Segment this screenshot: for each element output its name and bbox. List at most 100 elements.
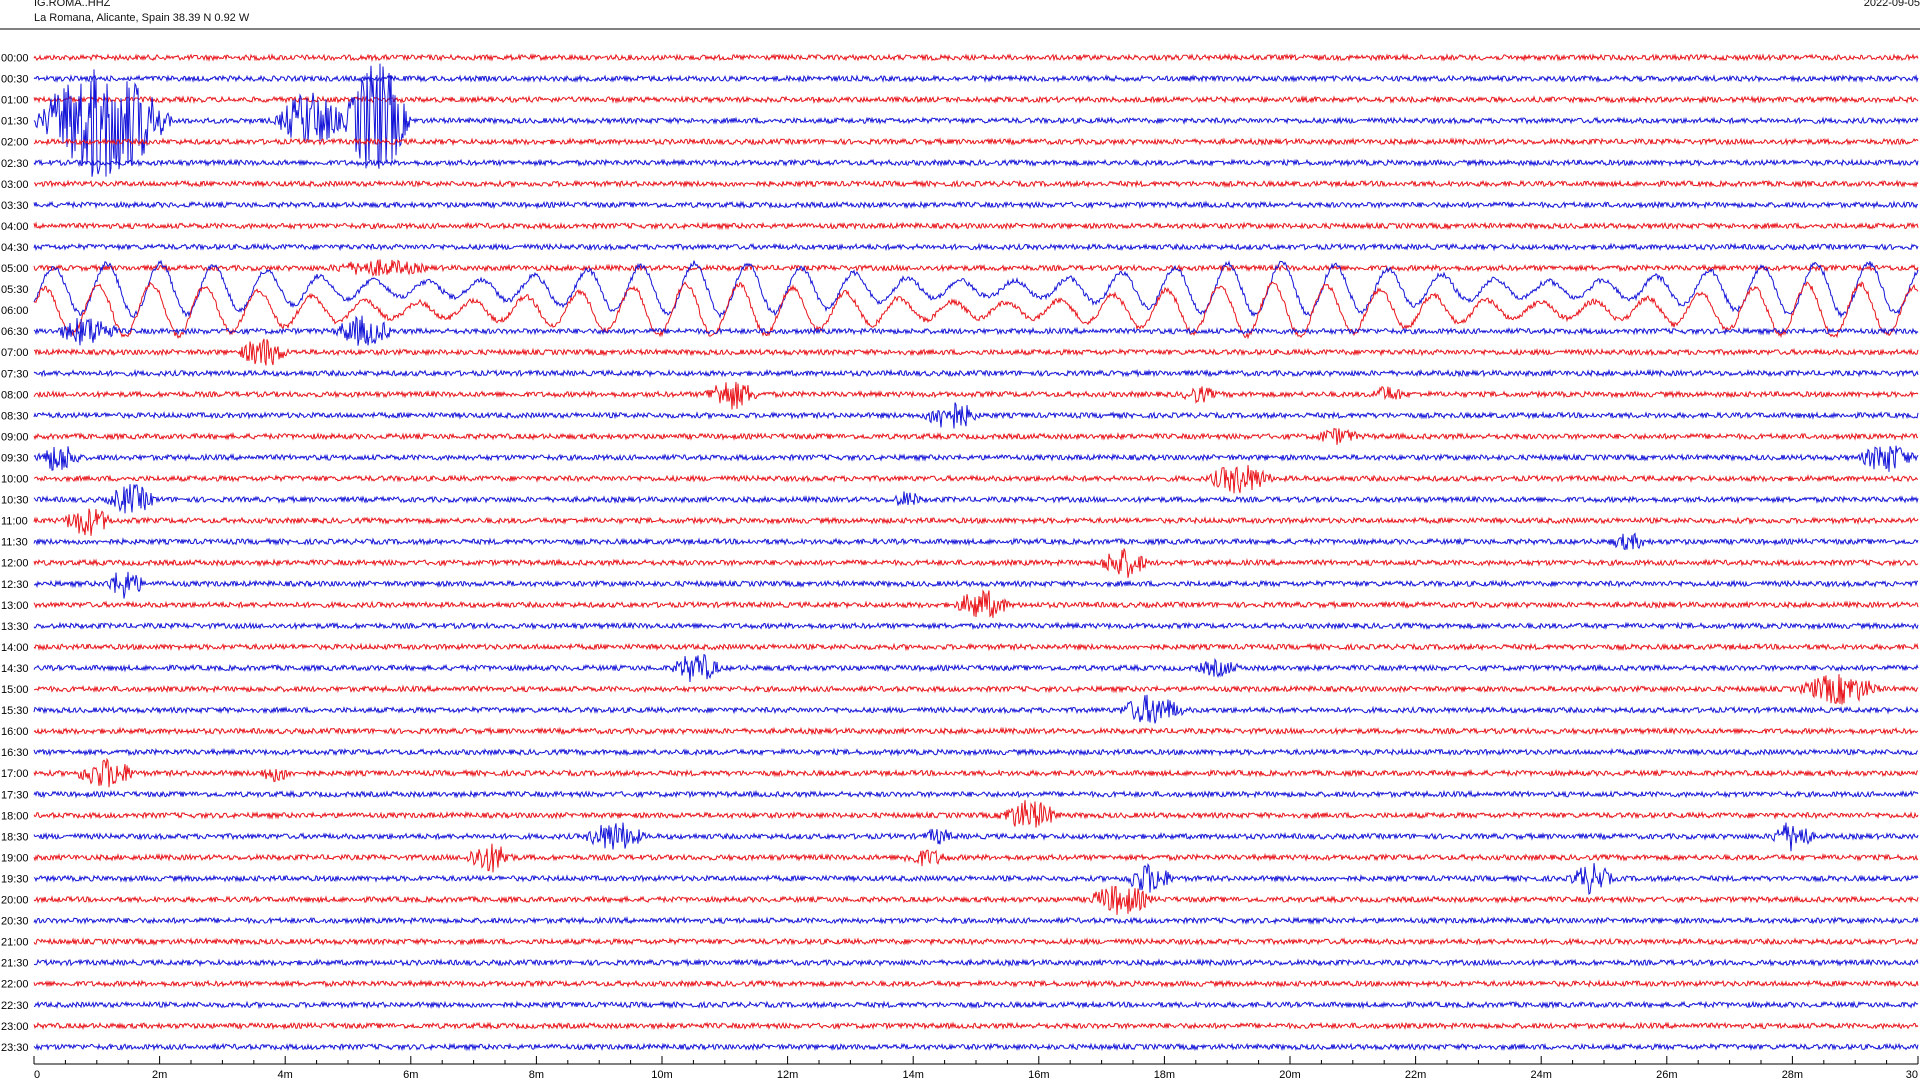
row-time-label: 17:00 — [1, 768, 29, 780]
trace-line — [33, 757, 1919, 788]
trace-line — [33, 747, 1919, 757]
chart-date: 2022-09-05 — [1863, 0, 1920, 9]
trace-line — [33, 315, 1919, 346]
trace-line — [33, 937, 1919, 947]
trace-line — [33, 979, 1919, 989]
trace-line — [33, 642, 1919, 652]
trace-line — [33, 338, 1919, 366]
row-time-label: 12:30 — [1, 579, 29, 591]
trace-line — [33, 843, 1919, 873]
trace-line — [33, 789, 1919, 799]
trace-rows: 00:00 00:30 01:00 01:30 02:00 02:30 03:00 03:30… — [1, 52, 1919, 1054]
row-time-label: 18:00 — [1, 810, 29, 822]
row-time-label: 19:30 — [1, 873, 29, 885]
trace-line — [33, 726, 1919, 736]
row-time-label: 20:30 — [1, 916, 29, 928]
trace-line — [33, 532, 1919, 551]
trace-line — [33, 179, 1919, 189]
row-time-label: 14:30 — [1, 663, 29, 675]
row-time-label: 02:00 — [1, 137, 29, 149]
trace-line — [33, 862, 1919, 895]
station-code: IG.ROMA..HHZ — [34, 0, 111, 9]
row-time-label: 00:00 — [1, 53, 29, 65]
trace-line — [33, 484, 1919, 514]
row-time-label: 11:30 — [1, 537, 28, 549]
row-time-label: 03:00 — [1, 179, 29, 191]
trace-line — [33, 259, 1919, 277]
trace-line — [33, 158, 1919, 168]
row-time-label: 06:00 — [1, 305, 29, 317]
row-time-label: 09:30 — [1, 452, 29, 464]
row-time-label: 10:30 — [1, 495, 29, 507]
trace-line — [33, 445, 1919, 472]
trace-line — [33, 368, 1919, 378]
trace-line — [33, 52, 1919, 62]
row-time-label: 10:00 — [1, 474, 29, 486]
trace-line — [33, 694, 1919, 724]
row-time-label: 23:00 — [1, 1021, 29, 1033]
trace-line — [33, 381, 1919, 410]
trace-line — [33, 74, 1919, 84]
row-time-label: 07:30 — [1, 368, 29, 380]
row-time-label: 08:30 — [1, 410, 29, 422]
trace-line — [33, 800, 1919, 828]
x-tick-label: 26m — [1656, 1069, 1677, 1080]
trace-line — [33, 885, 1919, 915]
x-tick-label: 24m — [1530, 1069, 1551, 1080]
x-tick-label: 10m — [651, 1069, 672, 1080]
trace-line — [33, 402, 1919, 429]
trace-line — [33, 653, 1919, 683]
trace-line — [33, 242, 1919, 252]
trace-line — [33, 916, 1919, 926]
trace-line — [33, 427, 1918, 445]
x-tick-label: 18m — [1154, 1069, 1175, 1080]
row-time-label: 07:00 — [1, 347, 29, 359]
trace-line — [33, 589, 1919, 618]
trace-line — [33, 137, 1919, 147]
row-time-label: 08:00 — [1, 389, 29, 401]
row-time-label: 21:00 — [1, 937, 29, 949]
trace-line — [33, 508, 1919, 536]
row-time-label: 15:00 — [1, 684, 29, 696]
row-time-label: 22:30 — [1, 1000, 29, 1012]
row-time-label: 15:30 — [1, 705, 29, 717]
row-time-label: 18:30 — [1, 831, 29, 843]
trace-line — [33, 63, 1919, 177]
row-time-label: 05:30 — [1, 284, 29, 296]
row-time-label: 13:00 — [1, 600, 29, 612]
row-time-label: 13:30 — [1, 621, 29, 633]
station-location: La Romana, Alicante, Spain 38.39 N 0.92 … — [34, 12, 250, 24]
x-tick-label: 12m — [777, 1069, 798, 1080]
trace-line — [33, 1021, 1919, 1031]
trace-line — [33, 259, 1919, 319]
x-tick-label: 2m — [152, 1069, 167, 1080]
trace-line — [33, 200, 1919, 210]
trace-line — [33, 1000, 1919, 1010]
row-time-label: 03:30 — [1, 200, 29, 212]
x-tick-label: 14m — [902, 1069, 923, 1080]
row-time-label: 05:00 — [1, 263, 29, 275]
row-time-label: 04:30 — [1, 242, 29, 254]
trace-line — [33, 674, 1919, 705]
x-tick-label: 4m — [278, 1069, 293, 1080]
x-tick-label: 8m — [529, 1069, 544, 1080]
row-time-label: 01:30 — [1, 116, 29, 128]
x-tick-label: 28m — [1782, 1069, 1803, 1080]
row-time-label: 11:00 — [1, 516, 28, 528]
row-time-label: 02:30 — [1, 158, 29, 170]
row-time-label: 12:00 — [1, 558, 29, 570]
row-time-label: 14:00 — [1, 642, 29, 654]
row-time-label: 21:30 — [1, 958, 29, 970]
row-time-label: 19:00 — [1, 852, 29, 864]
row-time-label: 23:30 — [1, 1042, 29, 1054]
row-time-label: 06:30 — [1, 326, 29, 338]
row-time-label: 00:30 — [1, 74, 29, 86]
trace-line — [33, 95, 1919, 104]
row-time-label: 04:00 — [1, 221, 29, 233]
row-time-label: 09:00 — [1, 431, 29, 443]
trace-line — [33, 822, 1919, 852]
trace-line — [33, 548, 1919, 578]
x-tick-label: 30 — [1906, 1069, 1918, 1080]
trace-line — [33, 465, 1919, 494]
time-axis: 0 2m 4m 6m 8m 10m 12m 14m 16m 18m 20m 22m 24m 26m 28m 3… — [33, 1056, 1919, 1080]
